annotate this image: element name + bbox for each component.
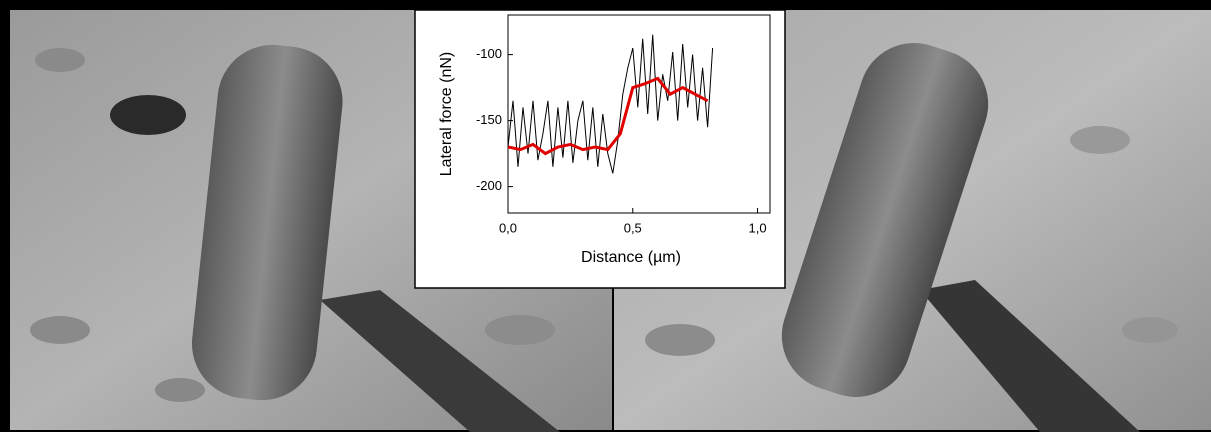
x-axis-label: Distance (µm): [581, 249, 681, 266]
plot-frame: [507, 14, 771, 214]
y-axis-label: Lateral force (nN): [438, 52, 455, 177]
y-tick-label: -150: [476, 112, 502, 127]
data-line: [507, 76, 709, 156]
y-tick-label: -200: [476, 178, 502, 193]
x-tick-label: 1,0: [748, 220, 766, 235]
x-tick-label: 0,0: [499, 220, 517, 235]
data-line: [507, 34, 714, 174]
y-tick-label: -100: [476, 46, 502, 61]
x-tick-label: 0,5: [624, 220, 642, 235]
